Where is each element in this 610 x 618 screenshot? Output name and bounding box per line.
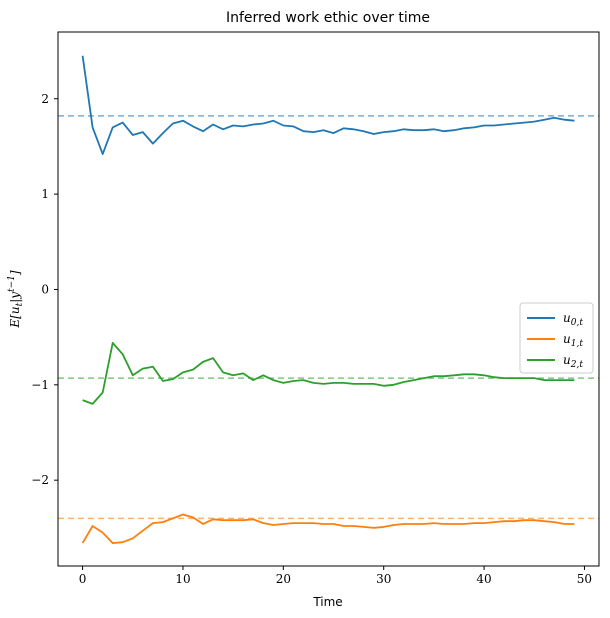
y-tick-label: 1: [41, 187, 49, 201]
legend-label-0: u0,t: [563, 311, 583, 328]
svg-text:E[ut|yt−1]: E[ut|yt−1]: [7, 270, 25, 329]
legend-label-2: u2,t: [563, 353, 583, 370]
x-tick-label: 40: [476, 572, 491, 586]
plot-area-frame: [57, 31, 600, 567]
chart-title: Inferred work ethic over time: [226, 10, 430, 26]
reference-lines: [58, 115, 599, 520]
x-axis-label: Time: [312, 595, 342, 609]
y-axis-label: E[ut|yt−1]: [7, 270, 25, 329]
y-axis: −2 −1 0 1 2: [31, 92, 58, 487]
x-tick-label: 20: [276, 572, 291, 586]
x-tick-label: 50: [577, 572, 592, 586]
series-line-2: [82, 341, 575, 405]
legend: u0,t u1,t u2,t: [519, 302, 594, 374]
x-axis: 0 10 20 30 40 50: [79, 566, 592, 586]
series-lines: [81, 55, 575, 544]
y-tick-label: 0: [41, 282, 49, 296]
legend-box: [519, 302, 594, 374]
x-tick-label: 30: [376, 572, 391, 586]
legend-label-1: u1,t: [563, 332, 583, 349]
y-tick-label: −1: [31, 378, 49, 392]
y-tick-label: 2: [41, 92, 49, 106]
x-tick-label: 10: [175, 572, 190, 586]
y-tick-label: −2: [31, 473, 49, 487]
series-line-1: [81, 513, 575, 544]
series-line-0: [81, 55, 575, 156]
x-tick-label: 0: [79, 572, 87, 586]
